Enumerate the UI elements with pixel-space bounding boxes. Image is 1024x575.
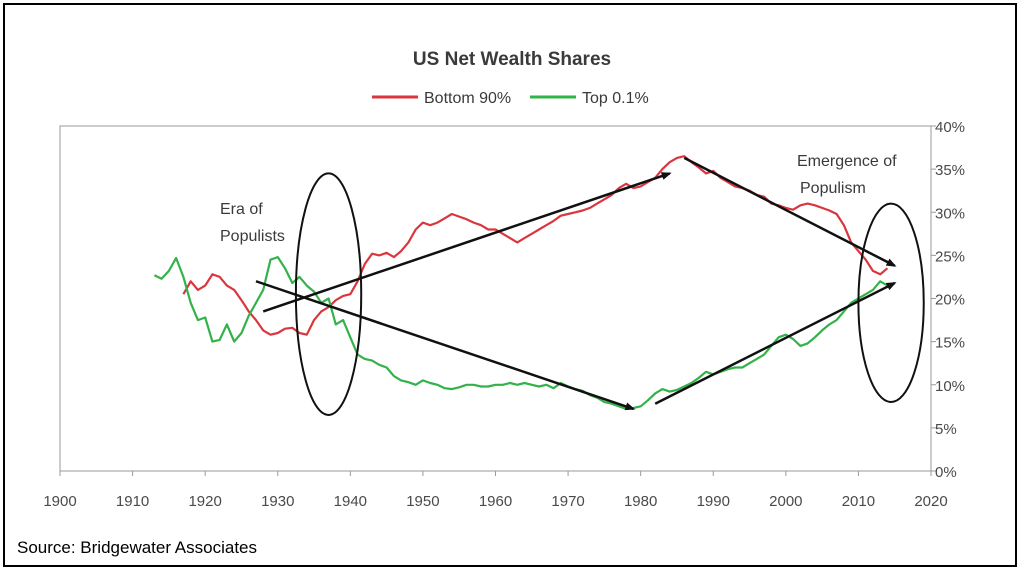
trend-arrow: [683, 156, 897, 267]
x-tick-label: 1950: [406, 493, 439, 510]
legend: Bottom 90% Top 0.1%: [372, 90, 649, 107]
legend-label-top-0-1: Top 0.1%: [582, 90, 649, 107]
annotation-era-line-1: Era of: [220, 201, 263, 218]
legend-label-bottom-90: Bottom 90%: [424, 90, 511, 107]
y-tick-label: 0%: [935, 464, 957, 481]
trend-arrow: [262, 172, 672, 313]
x-tick-label: 1990: [697, 493, 730, 510]
y-tick-label: 10%: [935, 378, 965, 395]
annotation-emergence-line-2: Populism: [800, 180, 866, 197]
x-tick-label: 1930: [261, 493, 294, 510]
annotation-emergence-of-populism: Emergence of Populism: [797, 153, 897, 197]
x-tick-label: 2020: [914, 493, 947, 510]
y-tick-label: 15%: [935, 335, 965, 352]
x-tick-label: 1940: [334, 493, 367, 510]
annotation-emergence-line-1: Emergence of: [797, 153, 897, 170]
x-tick-label: 1910: [116, 493, 149, 510]
series-line-bottom-90: [182, 155, 889, 336]
trend-arrow: [255, 280, 636, 411]
y-tick-label: 40%: [935, 119, 965, 136]
annotation-overlays: [255, 156, 925, 416]
x-tick-label: 1920: [188, 493, 221, 510]
axes: 1900 1910 1920 1930 1940 1950 1960 1970 1980 1990…: [43, 119, 965, 510]
chart-frame: [3, 3, 1017, 567]
trend-arrow: [654, 281, 897, 405]
plot-area: [59, 125, 932, 472]
x-tick-label: 1970: [551, 493, 584, 510]
x-tick-label: 2000: [769, 493, 802, 510]
ellipse-emergence-of-populism: [857, 202, 925, 403]
series-line-top-0-1: [153, 256, 888, 410]
y-tick-label: 5%: [935, 421, 957, 438]
y-tick-label: 30%: [935, 205, 965, 222]
x-tick-label: 2010: [842, 493, 875, 510]
y-tick-label: 20%: [935, 292, 965, 309]
y-tick-label: 35%: [935, 162, 965, 179]
source-note: Source: Bridgewater Associates: [17, 538, 257, 557]
x-tick-label: 1900: [43, 493, 76, 510]
y-tick-label: 25%: [935, 248, 965, 265]
annotation-era-line-2: Populists: [220, 228, 285, 245]
annotation-era-of-populists: Era of Populists: [220, 201, 285, 245]
x-tick-label: 1980: [624, 493, 657, 510]
x-tick-label: 1960: [479, 493, 512, 510]
chart-title: US Net Wealth Shares: [413, 49, 611, 70]
